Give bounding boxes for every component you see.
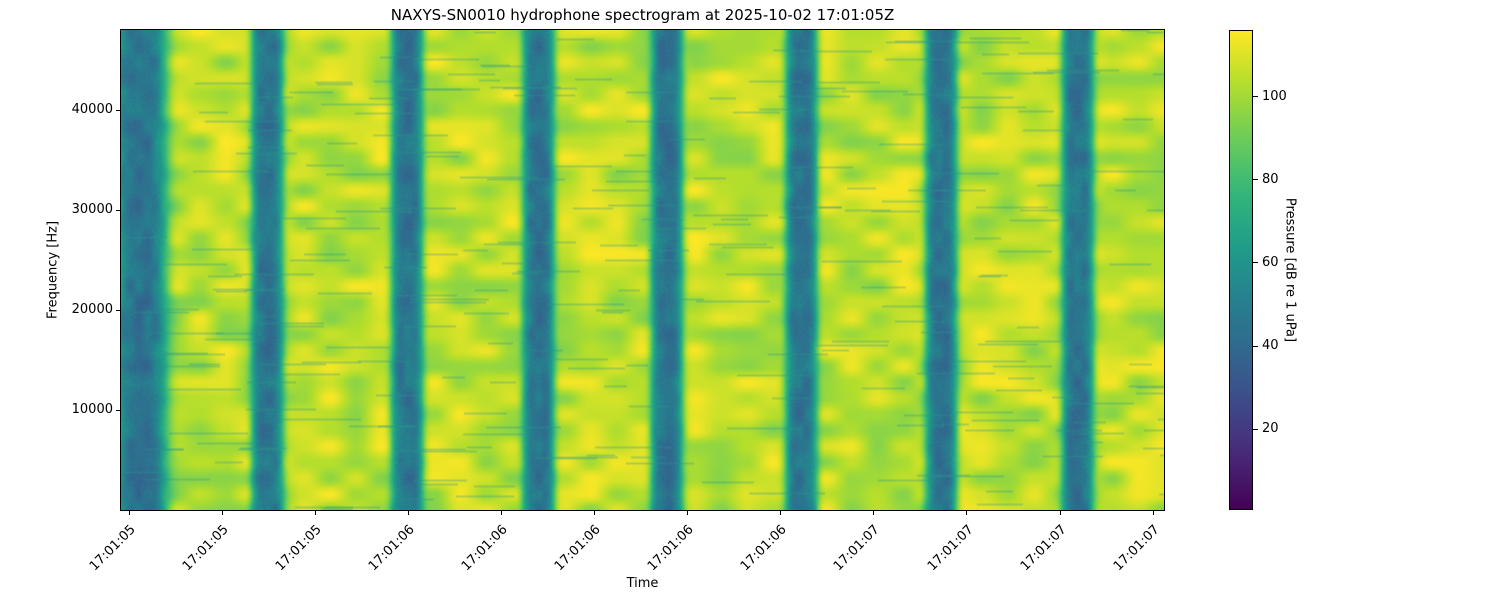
colorbar-tick [1253, 262, 1258, 264]
y-tick-label: 20000 [71, 302, 113, 317]
colorbar-tick [1253, 96, 1258, 98]
colorbar [1229, 30, 1253, 510]
x-tick [1152, 510, 1154, 515]
colorbar-tick-label: 80 [1262, 171, 1279, 187]
x-tick-label: 17:01:05 [179, 522, 232, 575]
y-tick [116, 309, 121, 311]
x-tick [500, 510, 502, 515]
x-tick-label: 17:01:06 [738, 522, 791, 575]
x-tick-label: 17:01:06 [365, 522, 418, 575]
y-tick [116, 109, 121, 111]
x-tick-label: 17:01:05 [272, 522, 325, 575]
x-tick-label: 17:01:07 [1017, 522, 1070, 575]
x-tick [221, 510, 223, 515]
x-tick [873, 510, 875, 515]
x-tick [314, 510, 316, 515]
colorbar-tick [1253, 179, 1258, 181]
x-tick-label: 17:01:06 [458, 522, 511, 575]
colorbar-tick [1253, 428, 1258, 430]
x-tick [128, 510, 130, 515]
x-tick [687, 510, 689, 515]
colorbar-tick-label: 20 [1262, 421, 1279, 437]
y-tick-label: 10000 [71, 402, 113, 417]
x-tick [1059, 510, 1061, 515]
spectrogram-heatmap [121, 30, 1164, 510]
y-tick-label: 30000 [71, 202, 113, 217]
colorbar-tick [1253, 345, 1258, 347]
x-tick [407, 510, 409, 515]
colorbar-tick-label: 100 [1262, 88, 1287, 104]
x-tick-label: 17:01:06 [551, 522, 604, 575]
x-tick-label: 17:01:07 [924, 522, 977, 575]
x-tick-label: 17:01:06 [645, 522, 697, 575]
colorbar-label: Pressure [dB re 1 uPa] [1282, 197, 1298, 343]
y-tick [116, 209, 121, 211]
x-tick-label: 17:01:07 [831, 522, 884, 575]
chart-title: NAXYS-SN0010 hydrophone spectrogram at 2… [390, 6, 895, 24]
x-tick-label: 17:01:07 [1110, 522, 1163, 575]
x-tick [966, 510, 968, 515]
colorbar-tick-label: 60 [1262, 254, 1279, 270]
colorbar-tick-label: 40 [1262, 338, 1279, 354]
plot-area [121, 30, 1164, 510]
y-tick-label: 40000 [71, 102, 113, 117]
x-axis-label: Time [626, 576, 659, 591]
x-tick [780, 510, 782, 515]
y-tick [116, 409, 121, 411]
x-tick-label: 17:01:05 [86, 522, 139, 575]
x-tick [594, 510, 595, 515]
